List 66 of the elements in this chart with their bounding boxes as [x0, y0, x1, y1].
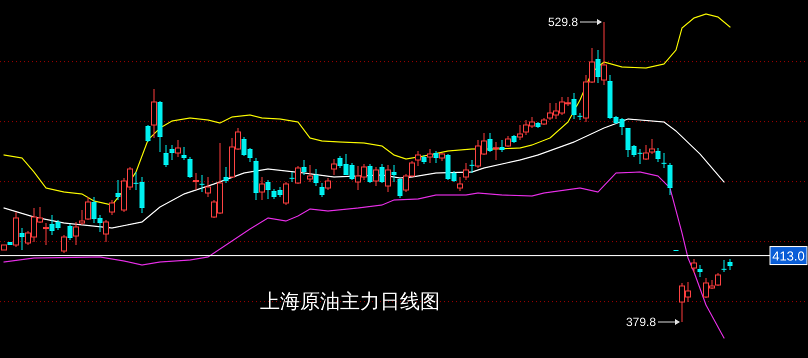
candlestick: [656, 148, 660, 162]
candlestick: [470, 160, 474, 174]
candlestick: [325, 178, 331, 190]
candlestick: [373, 166, 379, 186]
candlestick: [170, 144, 174, 160]
candlestick: [79, 210, 85, 226]
candlestick: [662, 152, 666, 168]
candlestick: [151, 88, 157, 138]
candlestick: [266, 180, 270, 200]
candlestick: [109, 200, 115, 216]
candlestick: [463, 162, 469, 180]
candlestick: [193, 172, 199, 190]
candlestick: [398, 178, 402, 198]
candlestick: [380, 164, 384, 184]
annotation: 379.8: [626, 315, 656, 329]
candlestick: [146, 124, 150, 142]
candlestick: [643, 144, 649, 160]
candlestick: [68, 224, 72, 240]
candlestick: [61, 234, 67, 254]
candlestick: [259, 176, 265, 200]
candlestick: [457, 176, 463, 192]
annotation: 529.8: [548, 15, 578, 29]
candlestick: [649, 138, 655, 154]
candlestick: [427, 148, 433, 164]
candlestick: [224, 166, 228, 184]
candlestick: [668, 162, 672, 196]
text: 上海原油主力日线图: [260, 290, 440, 313]
candlestick: [572, 92, 576, 120]
candlestick: [517, 124, 523, 140]
candlestick: [415, 150, 421, 166]
candlestick: [596, 50, 600, 84]
candlestick: [205, 176, 211, 198]
candlestick: [698, 264, 702, 278]
candlestick: [488, 132, 492, 152]
candlestick: [295, 166, 301, 184]
candlestick: [601, 22, 607, 86]
candlestick: [385, 164, 391, 192]
candlestick: [493, 142, 499, 160]
candlestick: [43, 222, 49, 246]
candlestick: [392, 164, 396, 182]
candlestick: [331, 158, 337, 176]
candlestick: [320, 182, 324, 198]
candlestick: [728, 258, 732, 270]
candlestick: [164, 144, 168, 168]
candlestick: [505, 136, 511, 148]
candlestick: [200, 174, 204, 192]
candlestick: [715, 272, 721, 286]
candlestick: [434, 150, 438, 164]
candlestick: [314, 168, 318, 186]
candlestick: [103, 220, 109, 242]
candlestick: [307, 164, 313, 182]
candlestick: [116, 180, 120, 200]
candlestick: [85, 196, 91, 220]
candlestick: [290, 172, 294, 182]
candlestick: [500, 140, 504, 152]
candlestick: [182, 146, 186, 160]
candlestick: [175, 140, 181, 158]
candlestick: [188, 156, 192, 178]
candlestick: [302, 160, 306, 176]
candlestick: [368, 164, 372, 184]
ref-line-label: 413.0: [772, 248, 805, 264]
candlestick: [691, 258, 697, 274]
candlestick: [283, 182, 289, 206]
candlestick: [73, 222, 79, 246]
candlestick: [20, 228, 24, 250]
candlestick: [722, 260, 726, 272]
